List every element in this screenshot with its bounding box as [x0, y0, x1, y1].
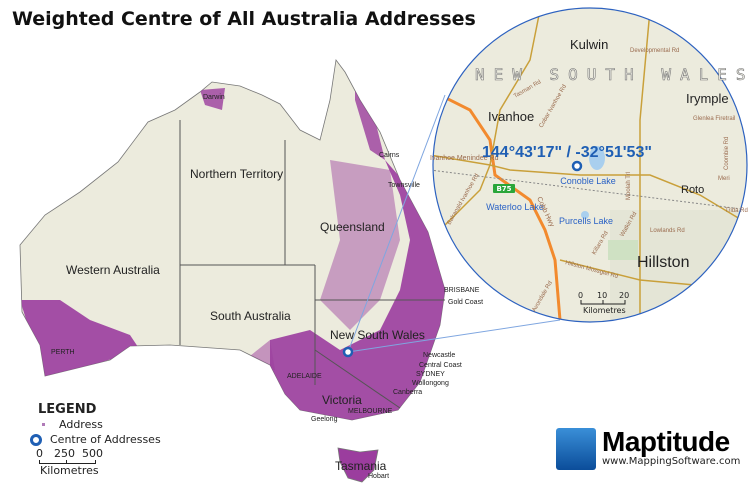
- highway-shield-label: B75: [496, 185, 511, 193]
- city-sydney: SYDNEY: [416, 371, 445, 378]
- state-label-qld: Queensland: [320, 220, 385, 234]
- road-label: Developmental Rd: [630, 48, 679, 54]
- road-label: Lowlands Rd: [650, 228, 685, 234]
- city-central-coast: Central Coast: [419, 362, 462, 369]
- town-kulwin: Kulwin: [570, 37, 608, 52]
- legend-title: LEGEND: [38, 402, 97, 417]
- city-townsville: Townsville: [388, 182, 420, 189]
- state-label-wa: Western Australia: [66, 263, 160, 277]
- legend: LEGEND Address Centre of Addresses 0 250…: [30, 402, 161, 477]
- legend-item-address: Address: [30, 417, 161, 432]
- road-label: Moolah Trl: [626, 172, 632, 200]
- city-adelaide: ADELAIDE: [287, 373, 322, 380]
- inset-scale-bar: 0 10 20 Kilometres: [578, 291, 629, 315]
- town-ivanhoe: Ivanhoe: [488, 109, 534, 124]
- town-hillston: Hillston: [637, 254, 689, 271]
- tasmania-island: [337, 447, 379, 483]
- city-wollongong: Wollongong: [412, 380, 449, 387]
- city-gold-coast: Gold Coast: [448, 299, 483, 306]
- state-borders: [179, 120, 445, 409]
- state-label-sa: South Australia: [210, 309, 291, 323]
- centre-ring-icon: [30, 433, 42, 446]
- highway-shield: [493, 184, 515, 193]
- city-perth: PERTH: [51, 349, 75, 356]
- city-cairns: Cairns: [379, 152, 400, 159]
- town-roto: Roto: [681, 184, 704, 196]
- svg-text:Kilometres: Kilometres: [583, 306, 626, 315]
- legend-scale-bar: 0 250 500 Kilometres: [36, 447, 103, 477]
- map-title: Weighted Centre of All Australia Address…: [12, 8, 476, 30]
- legend-item-centre: Centre of Addresses: [30, 432, 161, 447]
- svg-text:20: 20: [619, 291, 629, 300]
- lake-waterloo: Waterloo Lake: [486, 202, 544, 212]
- centre-of-addresses-marker[interactable]: [342, 346, 354, 358]
- address-dot-icon: [42, 423, 45, 426]
- road-label: Trida Rd: [725, 208, 748, 214]
- road-label: Glenlea Firetrail: [693, 116, 735, 122]
- australia-mainland: [19, 58, 446, 421]
- svg-text:0: 0: [578, 291, 583, 300]
- inset-centre-marker[interactable]: [571, 160, 583, 172]
- road-label: Coombie Rd: [724, 137, 730, 170]
- maptitude-head-globe-icon: [556, 428, 596, 470]
- city-hobart: Hobart: [368, 473, 389, 480]
- svg-text:10: 10: [597, 291, 607, 300]
- logo-url[interactable]: www.MappingSoftware.com: [602, 456, 741, 467]
- city-newcastle: Newcastle: [423, 352, 455, 359]
- city-canberra: Canberra: [393, 389, 422, 396]
- road-label: Meri: [718, 176, 730, 182]
- city-geelong: Geelong: [311, 416, 338, 423]
- inset-connector-line: [347, 319, 561, 353]
- city-melbourne: MELBOURNE: [348, 408, 393, 415]
- lake-purcells: Purcells Lake: [559, 216, 613, 226]
- inset-zoom-map: NEW SOUTH WALES Kulwin Ivanhoe Irymple R…: [430, 7, 750, 323]
- inset-region-label: NEW SOUTH WALES: [475, 65, 750, 84]
- city-darwin: Darwin: [203, 94, 225, 101]
- state-label-vic: Victoria: [322, 393, 362, 407]
- maptitude-logo[interactable]: Maptitude www.MappingSoftware.com: [556, 428, 746, 472]
- logo-name: Maptitude: [602, 426, 730, 457]
- state-label-tas: Tasmania: [335, 459, 387, 473]
- road-label: Ivanhoe Menindee Rd: [430, 155, 499, 162]
- state-label-nsw: New South Wales: [330, 328, 425, 342]
- centre-coordinates: 144°43'17" / -32°51'53": [482, 144, 652, 161]
- state-label-nt: Northern Territory: [190, 167, 283, 181]
- lake-conoble: Conoble Lake: [560, 176, 616, 186]
- city-brisbane: BRISBANE: [444, 287, 480, 294]
- inset-connector-line: [347, 94, 446, 353]
- town-irymple: Irymple: [686, 91, 729, 106]
